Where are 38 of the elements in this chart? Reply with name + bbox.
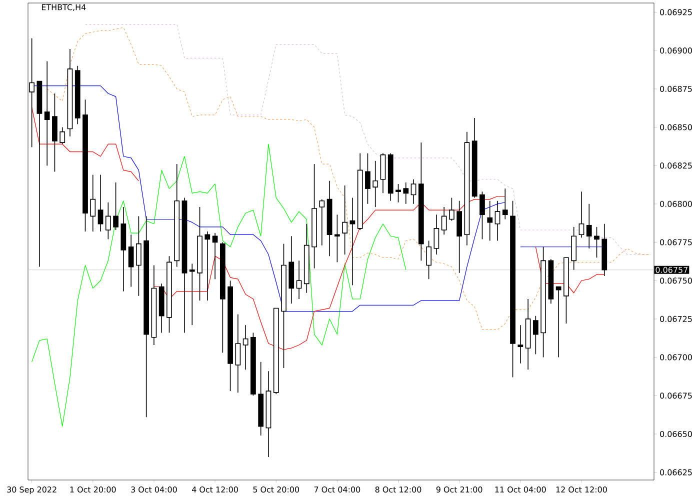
candlestick	[212, 232, 218, 280]
candlestick	[204, 231, 210, 301]
candlestick	[426, 240, 432, 280]
candlestick	[365, 152, 370, 204]
candlestick	[449, 197, 454, 222]
candlestick	[502, 188, 508, 220]
candlestick	[441, 206, 447, 235]
candlestick	[556, 286, 562, 358]
candlestick	[586, 204, 592, 249]
candlestick	[105, 202, 111, 240]
candlestick	[113, 182, 118, 230]
candlestick	[242, 324, 248, 370]
candlestick	[487, 200, 493, 242]
candlestick	[136, 216, 142, 296]
candlestick	[518, 324, 524, 364]
candlestick	[189, 263, 195, 326]
candlestick	[319, 198, 325, 246]
candlestick	[90, 174, 96, 232]
candlestick	[494, 200, 500, 242]
candlestick	[342, 185, 348, 255]
candlestick	[578, 191, 584, 238]
candlestick	[372, 160, 378, 208]
candlestick	[594, 226, 600, 258]
candlestick	[410, 178, 416, 204]
candlestick	[532, 315, 538, 355]
candlestick	[403, 182, 409, 204]
candlestick	[480, 191, 485, 240]
candlestick	[334, 214, 340, 263]
candlestick	[434, 214, 440, 255]
line-series	[32, 144, 406, 427]
candlestick	[296, 260, 302, 300]
candlestick	[235, 314, 241, 393]
candlestick	[350, 197, 356, 286]
candlestick	[128, 234, 134, 288]
candlestick	[396, 184, 401, 203]
candlestick	[98, 174, 104, 232]
candlestick	[60, 126, 66, 144]
candlestick	[44, 60, 50, 166]
